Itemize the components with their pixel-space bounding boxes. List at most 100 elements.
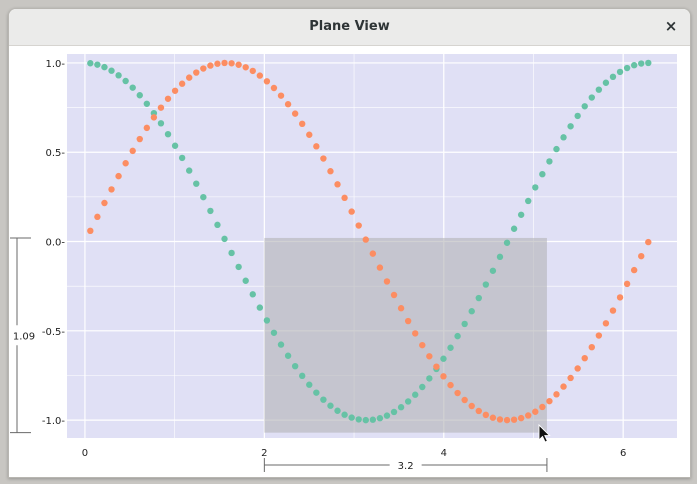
cos-series-point [595, 86, 603, 93]
cos-series-point [567, 123, 574, 130]
sin-series-point [150, 114, 158, 121]
measure-width-label: 3.2 [398, 461, 414, 472]
sin-series-point [390, 291, 398, 299]
sin-series-point [419, 341, 426, 349]
cos-series-point [129, 84, 136, 91]
sin-series-point [539, 403, 546, 411]
sin-series-point [362, 236, 369, 243]
sin-series-point [129, 147, 136, 155]
sin-series-point [489, 414, 497, 421]
cos-series-point [489, 267, 497, 274]
cos-series-point [249, 291, 256, 298]
cos-series-point [355, 416, 362, 423]
sin-series-point [341, 194, 348, 202]
cos-series-point [574, 112, 581, 120]
cos-series-point [193, 180, 200, 187]
cos-series-point [588, 94, 595, 101]
sin-series-point [221, 59, 228, 67]
cos-series-point [299, 372, 306, 380]
sin-series-point [193, 69, 200, 76]
sin-series-point [397, 305, 405, 312]
sin-series-point [581, 354, 588, 362]
sin-series-point [228, 60, 235, 67]
cos-series-point [581, 103, 588, 110]
sin-series-point [532, 408, 539, 415]
sin-series-point [348, 208, 355, 215]
sin-series-point [108, 186, 115, 193]
cos-series-point [362, 416, 369, 424]
cos-series-point [440, 355, 447, 362]
cos-series-point [214, 221, 221, 229]
cos-series-point [404, 398, 412, 405]
sin-series-point [616, 294, 624, 301]
sin-series-point [496, 416, 504, 423]
sin-series-point [299, 120, 306, 128]
sin-series-point [334, 181, 341, 188]
sin-series-point [433, 363, 440, 370]
sin-series-point [164, 95, 172, 102]
sin-series-point [200, 65, 207, 72]
sin-series-point [567, 374, 574, 382]
sin-series-point [546, 397, 553, 405]
cos-series-point [447, 344, 454, 351]
cos-series-point [94, 61, 101, 68]
sin-series-point [122, 160, 129, 167]
sin-series-point [369, 250, 377, 257]
sin-series-point [277, 92, 285, 99]
cos-series-point [341, 411, 348, 418]
cos-series-point [348, 414, 355, 421]
sin-series-point [630, 266, 638, 274]
sin-series-point [143, 124, 151, 132]
x-tick-label: 6 [620, 448, 626, 459]
cos-series-point [468, 308, 475, 315]
cos-series-point [270, 329, 278, 336]
y-tick-label: 0.0- [45, 238, 65, 249]
sin-series-point [270, 84, 278, 92]
cos-series-point [412, 391, 419, 398]
sin-series-point [284, 101, 292, 108]
sin-series-point [623, 280, 631, 288]
close-icon[interactable]: × [664, 17, 678, 35]
sin-series-point [517, 414, 525, 422]
selection-rectangle[interactable] [264, 237, 547, 433]
sin-series-point [383, 278, 391, 285]
cos-series-point [517, 211, 525, 218]
cos-series-point [157, 120, 165, 127]
sin-series-point [468, 402, 475, 410]
cos-series-point [200, 193, 207, 201]
cos-series-point [327, 402, 334, 409]
cos-series-point [242, 277, 249, 284]
sin-series-point [510, 416, 518, 423]
cos-series-point [108, 67, 115, 74]
sin-series-point [454, 389, 461, 397]
sin-series-point [525, 412, 532, 419]
title-bar[interactable]: Plane View × [9, 9, 690, 46]
measure-height-label: 1.09 [13, 331, 35, 342]
mouse-pointer-icon [538, 423, 551, 443]
sin-series-point [256, 72, 264, 79]
cos-series-point [136, 92, 143, 99]
cos-series-point [475, 294, 482, 302]
sin-series-point [588, 343, 595, 351]
cos-series-point [482, 281, 490, 288]
sin-series-point [320, 155, 327, 162]
cos-series-point [503, 239, 511, 246]
sin-series-point [327, 168, 334, 175]
sin-series-point [440, 373, 447, 380]
y-tick-label: -1.0- [42, 416, 66, 427]
cos-series-point [419, 383, 426, 391]
cos-series-point [623, 64, 631, 72]
sin-series-point [638, 252, 645, 260]
sin-series-point [178, 80, 186, 87]
cos-series-point [546, 158, 553, 165]
cos-series-point [609, 73, 617, 81]
cos-series-point [291, 362, 299, 370]
sin-series-point [235, 61, 242, 68]
cos-series-point [221, 235, 228, 243]
cos-series-point [638, 60, 645, 67]
cos-series-point [143, 100, 151, 107]
cos-series-point [284, 352, 292, 359]
sin-series-point [291, 110, 299, 117]
cos-series-point [277, 341, 285, 348]
